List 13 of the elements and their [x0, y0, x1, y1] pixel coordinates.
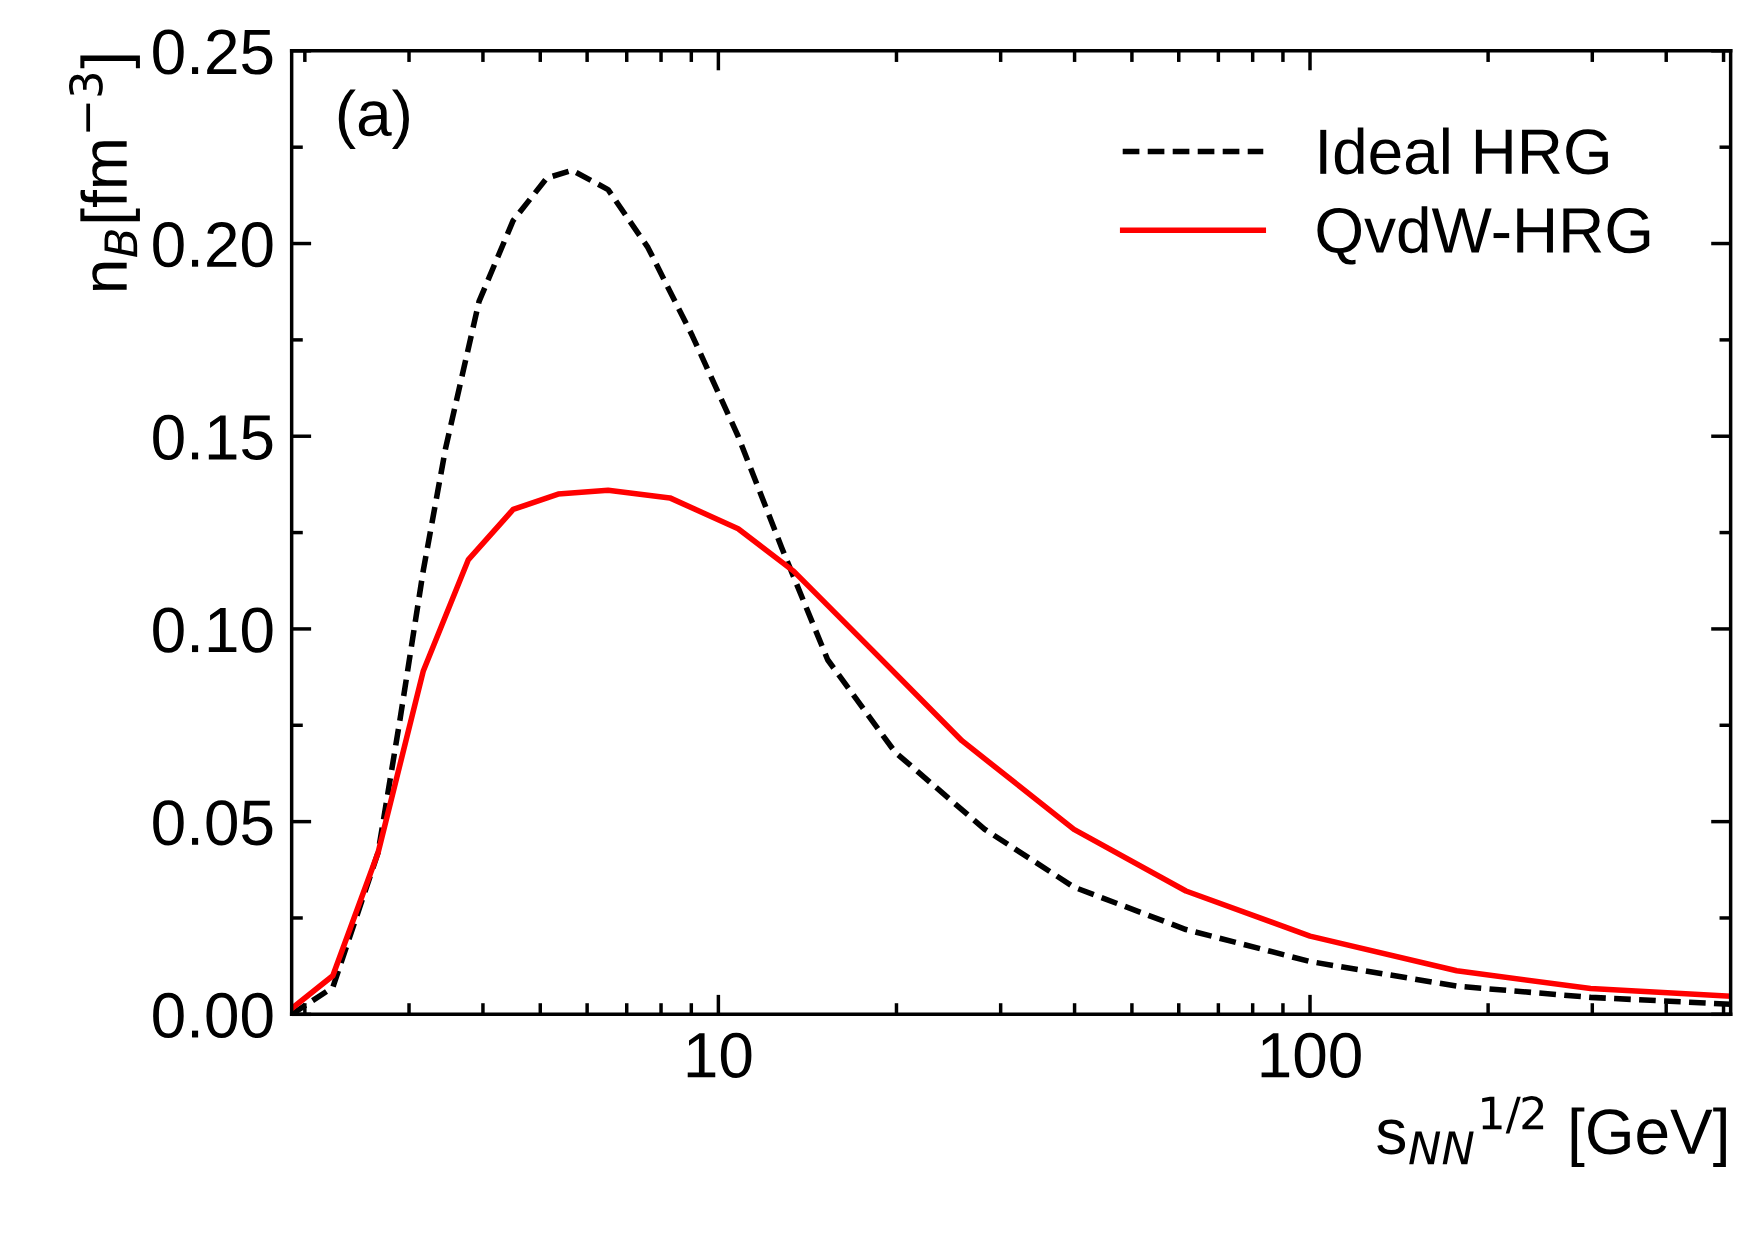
legend-label: Ideal HRG: [1320, 127, 1608, 175]
y-tick-label: 0.25: [153, 29, 273, 75]
x-tick-label: 10: [687, 1032, 752, 1078]
legend-label: QvdW-HRG: [1317, 206, 1650, 265]
y-tick-label: 0.15: [153, 414, 273, 461]
y-axis-title: n$_{B}$[fm$^{−3}$]: [69, 55, 140, 291]
y-tick-label: 0.00: [153, 992, 273, 1039]
annotation: (a): [338, 89, 409, 149]
y-tick-label: 0.10: [153, 607, 273, 653]
x-axis-title: s$_{NN}$$^{1/2}$ [GeV]: [1377, 1096, 1726, 1168]
y-tick-label: 0.20: [153, 222, 273, 268]
y-tick-label: 0.05: [153, 800, 273, 846]
x-tick-label: 100: [1261, 1032, 1361, 1078]
